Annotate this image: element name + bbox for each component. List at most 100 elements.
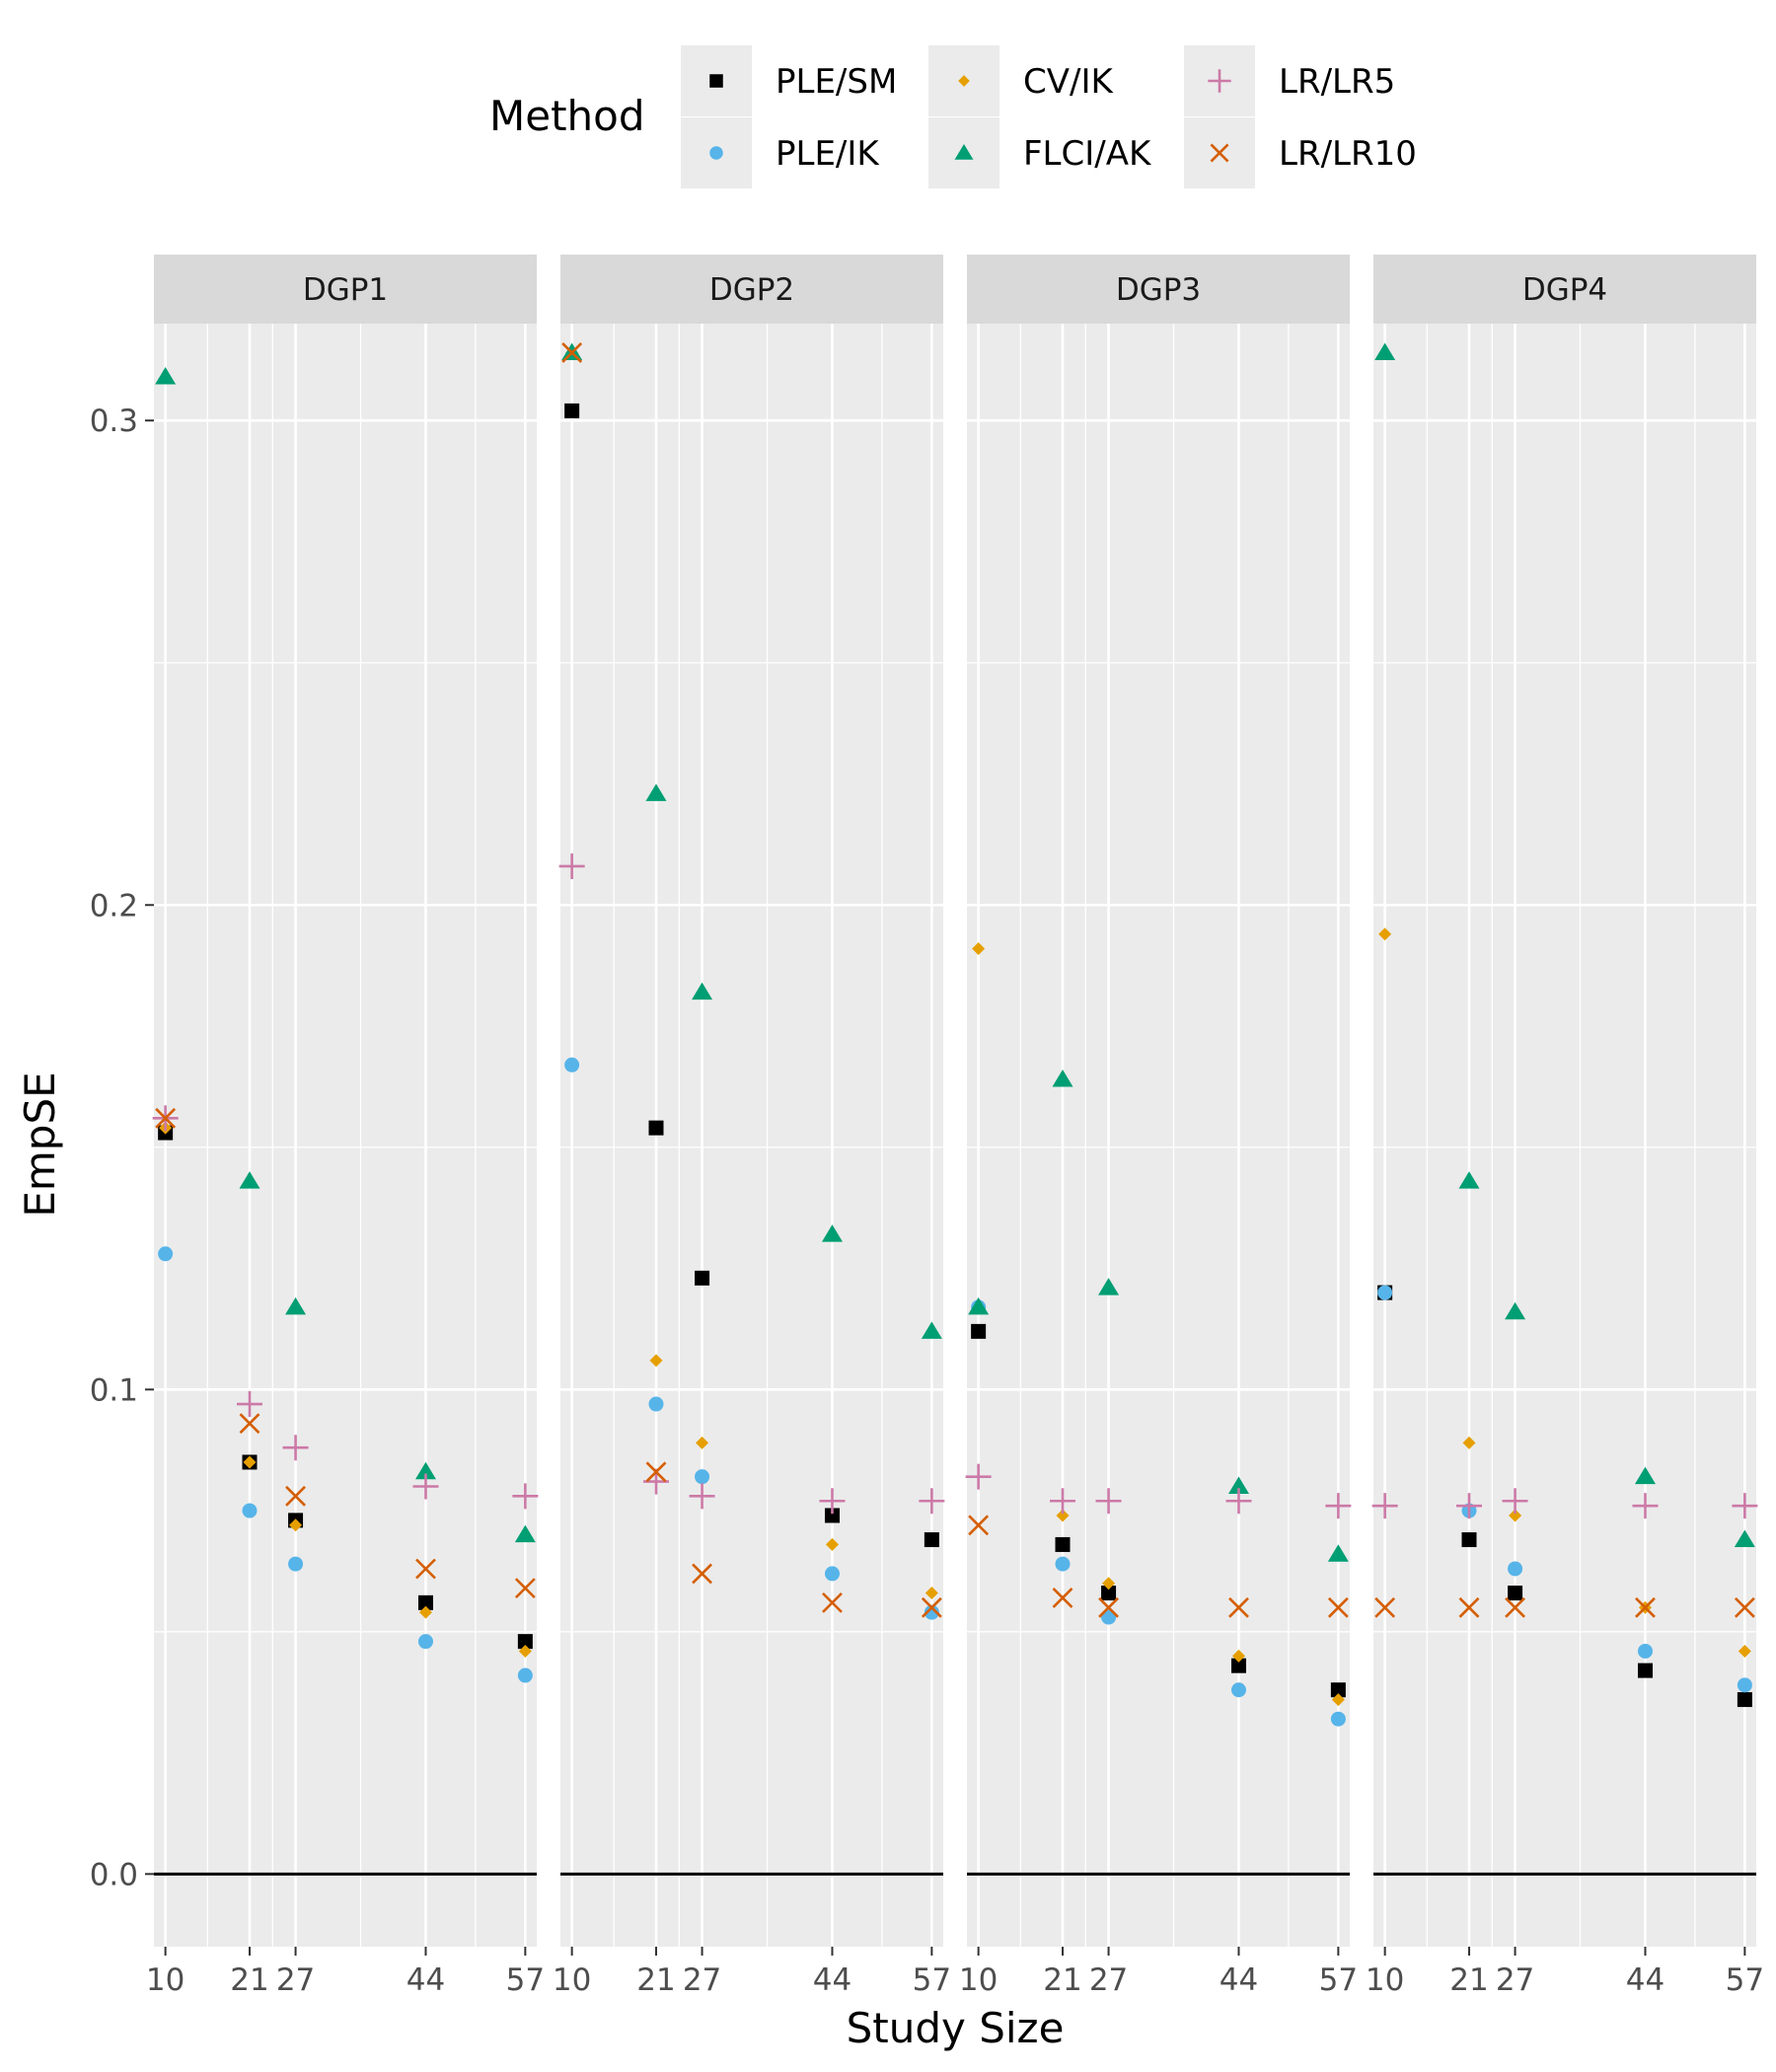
- point-ple-ik: [1101, 1609, 1117, 1625]
- point-lr-lr10: [561, 342, 583, 363]
- point-lr-lr5: [558, 852, 585, 879]
- series-cv-ik: [159, 1121, 532, 1658]
- x-tick-label: 10: [146, 1962, 185, 1998]
- x-axis-title: Study Size: [847, 2004, 1065, 2052]
- point-lr-lr5: [1225, 1488, 1252, 1515]
- point-lr-lr5: [1050, 1488, 1075, 1515]
- point-ple-sm: [564, 403, 580, 418]
- strip-background: [560, 255, 943, 324]
- point-lr-lr5: [1456, 1493, 1482, 1519]
- series-flci-ak: [1374, 342, 1755, 1548]
- strip-label-dgp4: DGP4: [1522, 272, 1607, 308]
- legend-label-lr-lr5: LR/LR5: [1279, 62, 1395, 102]
- point-ple-sm: [695, 1270, 710, 1286]
- point-lr-lr5: [1632, 1493, 1659, 1519]
- point-lr-lr10: [1327, 1596, 1349, 1618]
- point-flci-ak: [968, 1296, 990, 1315]
- point-ple-ik: [158, 1246, 174, 1262]
- point-ple-ik: [824, 1566, 840, 1582]
- panel-background: [154, 324, 537, 1947]
- point-flci-ak: [692, 982, 713, 1000]
- point-lr-lr5: [1732, 1493, 1758, 1519]
- point-ple-ik: [1377, 1285, 1393, 1300]
- point-flci-ak: [155, 367, 177, 385]
- strip-background: [154, 255, 537, 324]
- point-ple-sm: [1101, 1586, 1117, 1601]
- point-cv-ik: [972, 941, 986, 955]
- point-lr-lr5: [965, 1463, 992, 1490]
- series-ple-sm: [564, 403, 939, 1548]
- point-flci-ak: [414, 1461, 436, 1480]
- point-flci-ak: [514, 1524, 536, 1543]
- point-cv-ik: [1102, 1577, 1116, 1591]
- point-lr-lr5: [282, 1435, 309, 1461]
- point-flci-ak: [1374, 342, 1396, 360]
- x-tick-label: 21: [230, 1962, 268, 1998]
- legend-marker-ple-ik: [709, 146, 723, 160]
- point-flci-ak: [239, 1171, 260, 1189]
- point-lr-lr10: [822, 1591, 843, 1613]
- legend-item-cv-ik: CV/IK: [928, 45, 1114, 116]
- x-tick-label: 57: [1726, 1962, 1764, 1998]
- point-ple-ik: [1508, 1561, 1523, 1577]
- series-lr-lr10: [968, 1515, 1349, 1618]
- x-tick-label: 44: [813, 1962, 851, 1998]
- legend-label-ple-ik: PLE/IK: [776, 134, 880, 174]
- point-lr-lr10: [285, 1485, 306, 1507]
- point-cv-ik: [925, 1587, 938, 1600]
- series-flci-ak: [968, 1070, 1349, 1562]
- x-tick-label: 57: [506, 1962, 545, 1998]
- point-ple-sm: [1508, 1586, 1523, 1601]
- series-lr-lr5: [965, 1463, 1352, 1519]
- point-ple-ik: [417, 1634, 433, 1650]
- point-ple-sm: [971, 1323, 987, 1339]
- strip-background: [967, 255, 1350, 324]
- point-flci-ak: [1327, 1544, 1349, 1562]
- point-cv-ik: [289, 1518, 303, 1532]
- point-flci-ak: [1734, 1529, 1755, 1548]
- panel-dgp3: DGP3 10 21 27 44 57: [959, 255, 1358, 1998]
- point-cv-ik: [1378, 927, 1392, 941]
- series-lr-lr5: [152, 1105, 539, 1510]
- x-tick-label: 21: [636, 1962, 675, 1998]
- point-lr-lr10: [1505, 1596, 1525, 1618]
- point-flci-ak: [1098, 1278, 1120, 1295]
- point-lr-lr5: [689, 1483, 715, 1510]
- point-cv-ik: [1231, 1649, 1245, 1663]
- legend-item-flci-ak: FLCI/AK: [928, 117, 1152, 188]
- x-tick-label: 27: [1496, 1962, 1534, 1998]
- x-tick-label: 21: [1449, 1962, 1488, 1998]
- point-lr-lr5: [1095, 1488, 1122, 1515]
- legend-item-lr-lr5: LR/LR5: [1184, 45, 1395, 116]
- point-flci-ak: [1458, 1171, 1480, 1189]
- point-ple-sm: [1055, 1536, 1071, 1552]
- point-ple-ik: [1330, 1711, 1346, 1727]
- y-tick-label: 0.2: [90, 888, 138, 924]
- point-cv-ik: [825, 1537, 839, 1551]
- point-flci-ak: [285, 1296, 307, 1315]
- point-cv-ik: [649, 1354, 663, 1368]
- series-cv-ik: [972, 941, 1345, 1707]
- point-ple-ik: [695, 1469, 710, 1485]
- legend-label-flci-ak: FLCI/AK: [1023, 134, 1152, 174]
- panel-background: [967, 324, 1350, 1947]
- point-lr-lr10: [415, 1558, 436, 1580]
- x-tick-label: 44: [1220, 1962, 1258, 1998]
- x-tick-label: 27: [276, 1962, 315, 1998]
- point-lr-lr5: [412, 1473, 439, 1500]
- point-lr-lr10: [921, 1596, 942, 1618]
- point-ple-sm: [417, 1594, 433, 1610]
- point-ple-ik: [1055, 1556, 1071, 1572]
- legend-label-cv-ik: CV/IK: [1023, 62, 1114, 102]
- series-lr-lr10: [155, 1107, 536, 1599]
- point-lr-lr10: [1635, 1596, 1656, 1618]
- point-ple-ik: [648, 1396, 664, 1412]
- point-lr-lr5: [1502, 1488, 1528, 1515]
- point-ple-sm: [517, 1634, 533, 1650]
- point-lr-lr10: [1098, 1596, 1119, 1618]
- series-ple-ik: [158, 1246, 533, 1683]
- point-cv-ik: [1056, 1509, 1070, 1522]
- legend-item-ple-sm: PLE/SM: [681, 45, 897, 116]
